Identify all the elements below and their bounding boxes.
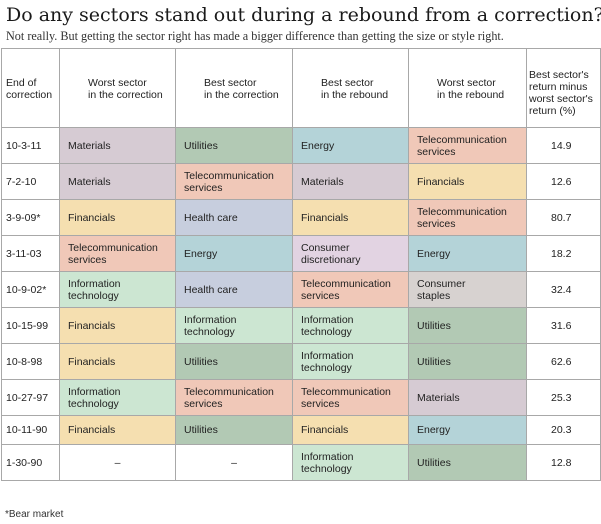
cell-best-sector-rebound: Information technology [292,307,409,344]
cell-worst-sector-rebound: Utilities [408,307,527,344]
cell-best-sector-correction: Utilities [175,343,293,380]
table-row: 3-11-03 Telecommunication services Energy Co… [1,235,601,272]
table-row: 10-27-97 Information technology Telecommuni… [1,379,601,416]
cell-best-sector-rebound: Information technology [292,343,409,380]
cell-end-of-correction: 1-30-90 [1,444,60,481]
cell-worst-sector-correction: Financials [59,343,176,380]
cell-return-difference: 62.6 [526,343,601,380]
cell-return-difference: 25.3 [526,379,601,416]
cell-worst-sector-correction: Information technology [59,271,176,308]
header-best-sector-rebound: Best sector in the rebound [292,48,409,128]
table-row: 10-11-90 Financials Utilities Financials Ene… [1,415,601,445]
header-end-of-correction: End of correction [1,48,60,128]
cell-best-sector-rebound: Financials [292,415,409,445]
cell-best-sector-correction: Health care [175,271,293,308]
page-title: Do any sectors stand out during a reboun… [6,4,601,26]
cell-end-of-correction: 3-11-03 [1,235,60,272]
footnote: *Bear market [5,509,64,520]
cell-best-sector-rebound: Telecommunication services [292,379,409,416]
cell-end-of-correction: 10-9-02* [1,271,60,308]
cell-return-difference: 31.6 [526,307,601,344]
cell-best-sector-rebound: Telecommunication services [292,271,409,308]
cell-best-sector-correction: Telecommunication services [175,379,293,416]
cell-end-of-correction: 10-27-97 [1,379,60,416]
cell-return-difference: 32.4 [526,271,601,308]
cell-worst-sector-rebound: Energy [408,415,527,445]
table-row: 10-3-11 Materials Utilities Energy Telecommu… [1,127,601,164]
cell-worst-sector-rebound: Consumer staples [408,271,527,308]
header-worst-sector-rebound: Worst sector in the rebound [408,48,527,128]
cell-worst-sector-rebound: Energy [408,235,527,272]
cell-best-sector-correction: Energy [175,235,293,272]
cell-worst-sector-rebound: Utilities [408,343,527,380]
cell-worst-sector-rebound: Utilities [408,444,527,481]
cell-worst-sector-correction: Financials [59,307,176,344]
cell-return-difference: 20.3 [526,415,601,445]
cell-worst-sector-rebound: Financials [408,163,527,200]
cell-worst-sector-rebound: Telecommunication services [408,199,527,236]
table-row: 10-8-98 Financials Utilities Information tec… [1,343,601,380]
cell-best-sector-rebound: Materials [292,163,409,200]
page-subtitle: Not really. But getting the sector right… [6,29,504,43]
cell-end-of-correction: 10-3-11 [1,127,60,164]
cell-best-sector-rebound: Energy [292,127,409,164]
cell-end-of-correction: 7-2-10 [1,163,60,200]
cell-best-sector-correction: Utilities [175,415,293,445]
header-worst-sector-correction: Worst sector in the correction [59,48,176,128]
cell-return-difference: 80.7 [526,199,601,236]
sector-table: End of correction Worst sector in the corr… [1,48,601,481]
cell-worst-sector-correction: Financials [59,199,176,236]
table-row: 10-9-02* Information technology Health care… [1,271,601,308]
header-return-difference: Best sector's return minus worst sector's r… [526,48,601,128]
cell-worst-sector-correction: Information technology [59,379,176,416]
table-row: 3-9-09* Financials Health care Financials Te… [1,199,601,236]
table-body: 10-3-11 Materials Utilities Energy Telecommu… [1,127,601,481]
cell-worst-sector-rebound: Telecommunication services [408,127,527,164]
header-row: End of correction Worst sector in the corr… [1,48,601,128]
cell-return-difference: 12.6 [526,163,601,200]
cell-end-of-correction: 10-11-90 [1,415,60,445]
table-row: 1-30-90– – Information technology Utilities 1… [1,444,601,481]
cell-best-sector-rebound: Consumer discretionary [292,235,409,272]
cell-worst-sector-correction: Financials [59,415,176,445]
cell-best-sector-correction: Health care [175,199,293,236]
cell-best-sector-correction: – [175,444,293,481]
cell-worst-sector-correction: Materials [59,127,176,164]
cell-return-difference: 18.2 [526,235,601,272]
cell-best-sector-rebound: Information technology [292,444,409,481]
cell-best-sector-correction: Utilities [175,127,293,164]
cell-return-difference: 14.9 [526,127,601,164]
cell-end-of-correction: 3-9-09* [1,199,60,236]
table-row: 10-15-99 Financials Information technology I… [1,307,601,344]
cell-end-of-correction: 10-8-98 [1,343,60,380]
cell-worst-sector-correction: Materials [59,163,176,200]
cell-worst-sector-correction: Telecommunication services [59,235,176,272]
cell-return-difference: 12.8 [526,444,601,481]
cell-best-sector-correction: Telecommunication services [175,163,293,200]
cell-worst-sector-rebound: Materials [408,379,527,416]
cell-end-of-correction: 10-15-99 [1,307,60,344]
table-row: 7-2-10 Materials Telecommunication services… [1,163,601,200]
header-best-sector-correction: Best sector in the correction [175,48,293,128]
cell-best-sector-correction: Information technology [175,307,293,344]
cell-best-sector-rebound: Financials [292,199,409,236]
cell-worst-sector-correction: – [59,444,176,481]
